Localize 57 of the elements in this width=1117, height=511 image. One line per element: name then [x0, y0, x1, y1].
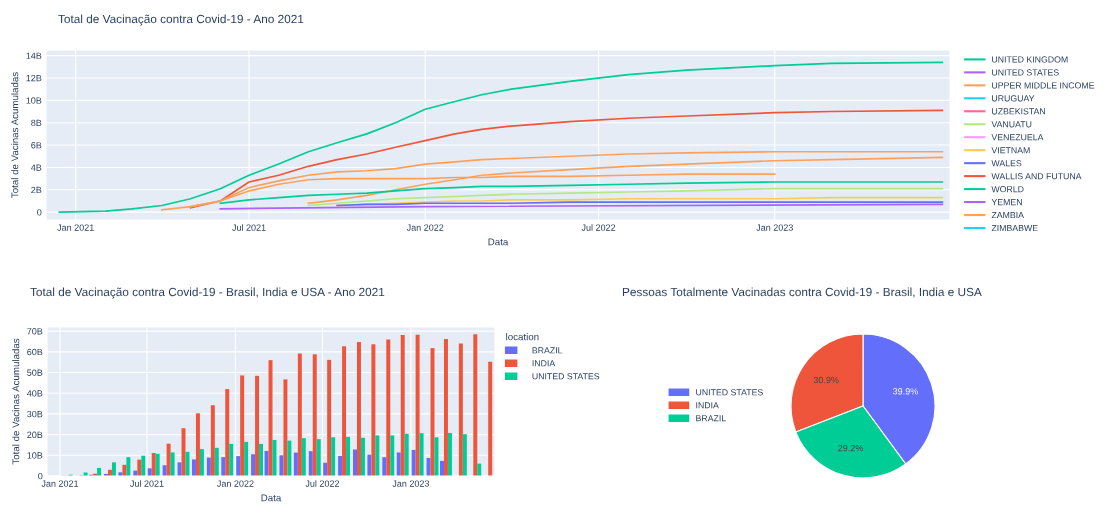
legend-label: WALLIS AND FUTUNA — [991, 173, 1082, 180]
y-tick-label: 40B — [26, 390, 43, 397]
x-tick-label: Jul 2021 — [232, 224, 266, 231]
y-tick-label: 0 — [37, 209, 42, 216]
x-axis-title: Data — [261, 494, 282, 502]
y-tick-label: 10B — [27, 452, 43, 459]
legend-label: ZAMBIA — [991, 212, 1024, 219]
legend-label: INDIA — [532, 360, 556, 367]
legend-label: UNITED STATES — [992, 69, 1059, 76]
legend-label: VANUATU — [991, 121, 1032, 128]
legend-title: location — [506, 333, 539, 341]
legend-label: UZBEKISTAN — [992, 108, 1045, 115]
y-tick-label: 6B — [31, 142, 42, 149]
x-tick-label: Jan 2022 — [217, 480, 254, 487]
legend-label: YEMEN — [991, 199, 1022, 206]
legend-label: URUGUAY — [992, 95, 1035, 102]
y-tick-label: 10B — [26, 97, 42, 104]
y-tick-label: 14B — [26, 52, 42, 59]
legend-label: BRAZIL — [532, 347, 563, 354]
chart-title: Total de Vacinação contra Covid-19 - Brasil, India e USA - Ano 2021 — [30, 287, 385, 299]
data-label: 39.9% — [892, 388, 918, 395]
x-axis-title: Data — [488, 238, 509, 246]
x-tick-label: Jan 2021 — [57, 224, 94, 231]
x-tick-label: Jan 2023 — [756, 224, 793, 231]
legend-label: WORLD — [991, 186, 1024, 193]
y-tick-label: 12B — [26, 74, 42, 82]
y-tick-label: 50B — [27, 369, 43, 376]
x-tick-label: Jan 2021 — [41, 480, 79, 487]
legend-label: UPPER MIDDLE INCOME — [992, 82, 1095, 89]
y-tick-label: 20B — [27, 431, 43, 438]
legend-label: ZIMBABWE — [991, 225, 1038, 232]
legend-label: UNITED STATES — [532, 373, 600, 380]
y-axis-title: Total de Vacinas Acumuladas — [11, 72, 19, 198]
legend-label: WALES — [991, 160, 1022, 167]
y-tick-label: 4B — [31, 164, 42, 171]
legend-label: UNITED STATES — [696, 389, 763, 396]
x-tick-label: Jul 2022 — [581, 224, 616, 231]
chart-title: Pessoas Totalmente Vacinadas contra Covid-19 - Brasil, India e USA — [622, 287, 982, 298]
x-tick-label: Jul 2021 — [130, 480, 164, 487]
chart-title: Total de Vacinação contra Covid-19 - Ano 2021 — [58, 14, 304, 26]
legend-label: INDIA — [696, 402, 719, 409]
legend-label: UNITED KINGDOM — [992, 56, 1068, 63]
y-tick-label: 30B — [27, 410, 43, 418]
x-tick-label: Jul 2022 — [305, 480, 340, 487]
legend-label: VIETNAM — [991, 147, 1030, 154]
data-label: 29.2% — [838, 444, 864, 452]
y-axis-title: Total de Vacinas Acumuladas — [12, 338, 20, 465]
legend-label: VENEZUELA — [991, 134, 1044, 141]
legend-label: BRAZIL — [696, 415, 726, 422]
y-tick-label: 0 — [38, 472, 43, 480]
y-tick-label: 8B — [31, 119, 42, 127]
y-tick-label: 60B — [27, 348, 43, 356]
y-tick-label: 70B — [27, 328, 43, 335]
x-tick-label: Jan 2022 — [406, 224, 444, 231]
x-tick-label: Jan 2023 — [392, 480, 430, 487]
data-label: 30.9% — [813, 376, 839, 384]
y-tick-label: 2B — [31, 186, 42, 194]
